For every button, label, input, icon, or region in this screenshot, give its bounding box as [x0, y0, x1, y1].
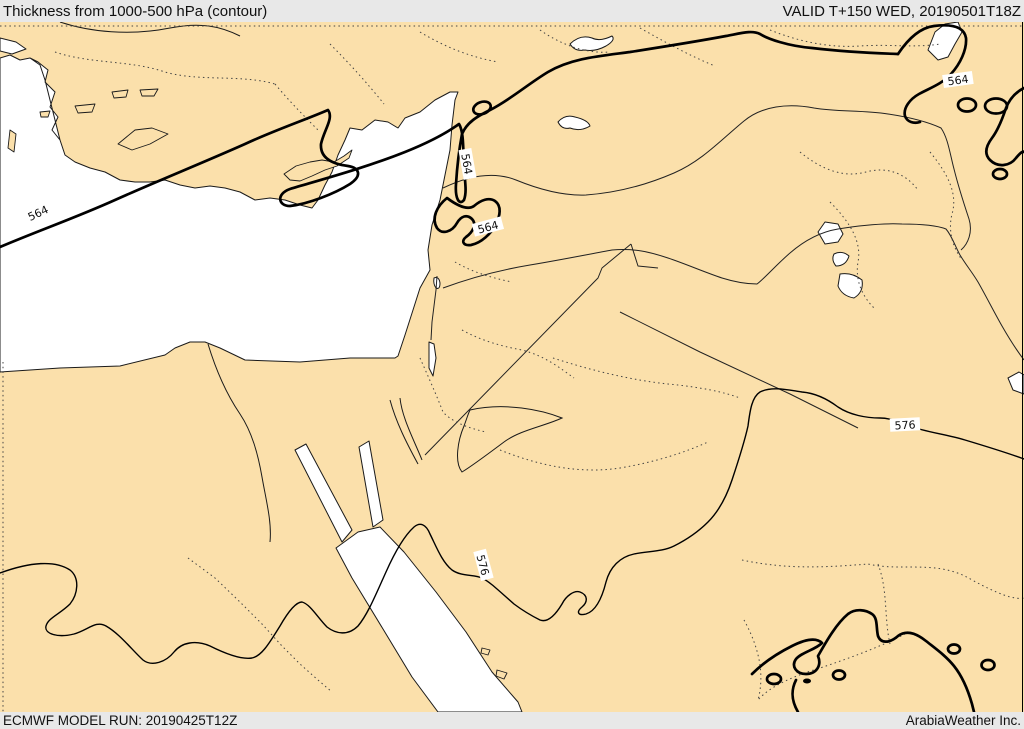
border-dotted [54, 51, 276, 85]
contour-label: 576 [473, 548, 494, 582]
border-turkey-south [442, 105, 971, 251]
contour-564-layer [0, 23, 1024, 712]
border-dotted [877, 563, 891, 645]
border-dotted [769, 29, 941, 47]
river-layer [59, 22, 564, 543]
island [139, 88, 159, 97]
dead-sea [428, 341, 437, 377]
contour-label-box [942, 70, 974, 89]
gulf-of-suez [294, 443, 353, 543]
map-canvas: 564 564 564 564 576 576 [0, 22, 1024, 712]
border-dotted [929, 151, 963, 261]
border-dotted [454, 261, 513, 283]
aegean-cove [0, 37, 27, 55]
red-sea-islet [495, 669, 508, 680]
rhodes-island [117, 127, 169, 151]
contour-564-lebanon-loop [433, 196, 501, 247]
weather-map: 564 564 564 564 576 576 [0, 22, 1024, 712]
contour-closed-blob [765, 672, 783, 686]
thin-line [59, 22, 241, 37]
map-title: Thickness from 1000-500 hPa (contour) [3, 2, 268, 20]
contour-thick-southeast [750, 608, 976, 712]
contour-label: 564 [471, 216, 505, 237]
contour-label-box [21, 200, 55, 225]
contour-576-layer [0, 388, 1024, 664]
contour-label-text: 564 [458, 153, 474, 176]
cyprus-island [283, 149, 353, 182]
contour-closed-blob [980, 658, 996, 672]
border-iraq-saudi [619, 311, 859, 429]
footer-bar: ECMWF MODEL RUN: 20190425T12Z ArabiaWeat… [0, 712, 1024, 729]
border-dotted [461, 329, 575, 379]
contour-label-text: 576 [474, 553, 492, 577]
island [111, 89, 129, 99]
thin-line [399, 397, 423, 461]
border-dotted [329, 43, 385, 105]
contour-576 [0, 388, 1024, 664]
model-run-text: ECMWF MODEL RUN: 20190425T12Z [3, 713, 238, 728]
contour-label-text: 564 [476, 218, 500, 236]
lake-tuz [569, 35, 614, 51]
border-syria-iraq-iran [442, 223, 1024, 361]
border-dotted [499, 441, 709, 471]
border-dotted [187, 557, 333, 693]
mediterranean-sea [0, 54, 459, 373]
border-dotted [799, 151, 919, 191]
gulf-of-aqaba [358, 440, 384, 528]
thin-line [389, 399, 419, 465]
contour-label-box [473, 548, 494, 582]
contour-label-box [458, 148, 477, 180]
contour-label: 576 [889, 417, 921, 433]
contour-564-small-loop [471, 100, 493, 116]
island-layer [7, 88, 508, 680]
lake-beysehir [557, 115, 591, 131]
border-dotted [552, 357, 741, 399]
contour-564-main [0, 30, 900, 249]
contour-closed-blob [946, 643, 962, 655]
contour-closed-blob [831, 669, 847, 681]
border-dotted [639, 27, 716, 67]
red-sea-islet [480, 647, 491, 656]
header-bar: Thickness from 1000-500 hPa (contour) VA… [0, 0, 1024, 22]
contour-564-closed-loop [956, 97, 978, 113]
border-dotted [419, 31, 499, 63]
border-dotted [743, 619, 906, 701]
border-dotted [829, 201, 875, 309]
island [7, 129, 17, 153]
lake-urmia [817, 221, 844, 245]
contour-dot [803, 678, 811, 684]
border-dotted [741, 559, 1024, 599]
red-sea [335, 526, 523, 712]
contour-label-box [471, 216, 505, 237]
border-dotted-layer [0, 25, 1024, 712]
contour-thick-southeast [791, 678, 800, 712]
contour-564-closed-loop [991, 167, 1009, 181]
lake-small-1 [832, 251, 850, 267]
persian-gulf-tip [1007, 371, 1024, 395]
contour-label-text: 576 [894, 418, 916, 432]
contour-label-text: 564 [947, 73, 970, 89]
island [74, 103, 96, 114]
water-layer [0, 22, 1024, 712]
contour-label-box [889, 417, 921, 432]
border-jordan-east [424, 243, 659, 456]
border-dotted [274, 83, 319, 131]
attribution-text: ArabiaWeather Inc. [905, 713, 1021, 728]
contour-label: 564 [458, 148, 477, 180]
contour-label: 564 [942, 70, 974, 89]
thin-line [457, 406, 564, 473]
border-solid-layer [424, 105, 1024, 456]
jordan-river-line [430, 275, 438, 341]
valid-time: VALID T+150 WED, 20190501T18Z [782, 2, 1021, 20]
lake-small-2 [837, 273, 863, 299]
nile-river [207, 343, 271, 543]
island [39, 110, 51, 118]
